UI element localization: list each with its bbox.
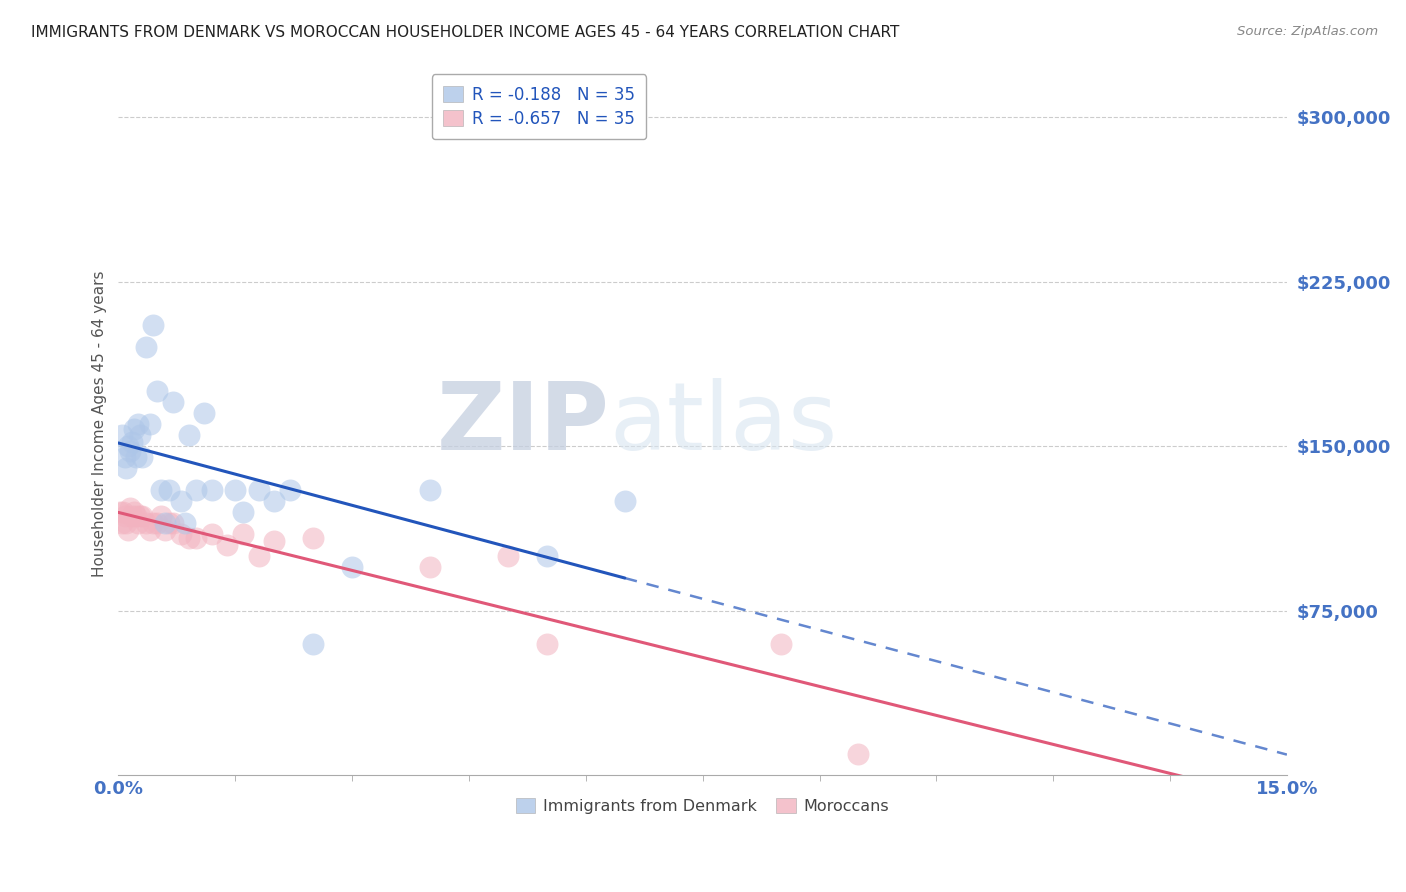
Point (129, 509, 152, 524)
Point (419, 560, 441, 574)
Point (232, 527, 254, 541)
Point (142, 318, 165, 333)
Point (114, 509, 136, 524)
Point (173, 516, 195, 530)
Point (108, 505, 131, 519)
Legend: Immigrants from Denmark, Moroccans: Immigrants from Denmark, Moroccans (510, 791, 896, 821)
Point (110, 516, 132, 530)
Point (848, 747, 870, 761)
Point (170, 527, 193, 541)
Text: ZIP: ZIP (436, 378, 609, 470)
Point (112, 505, 135, 519)
Point (127, 417, 149, 432)
Point (127, 516, 149, 530)
Point (263, 494, 285, 508)
Point (138, 417, 160, 432)
Point (162, 395, 184, 409)
Point (224, 483, 246, 497)
Point (129, 428, 152, 442)
Point (153, 523, 176, 537)
Point (186, 532, 208, 546)
Point (117, 439, 139, 453)
Point (419, 483, 441, 497)
Point (138, 523, 160, 537)
Point (114, 450, 136, 465)
Point (186, 483, 208, 497)
Point (131, 509, 153, 524)
Point (135, 340, 157, 354)
Point (769, 637, 792, 651)
Point (115, 516, 138, 530)
Point (613, 494, 636, 508)
Point (122, 505, 145, 519)
Point (263, 533, 285, 548)
Point (201, 483, 224, 497)
Point (177, 532, 200, 546)
Point (131, 450, 153, 465)
Point (146, 384, 169, 399)
Point (170, 494, 193, 508)
Text: atlas: atlas (609, 378, 838, 470)
Point (302, 532, 325, 546)
Point (247, 483, 270, 497)
Point (111, 428, 134, 442)
Text: IMMIGRANTS FROM DENMARK VS MOROCCAN HOUSEHOLDER INCOME AGES 45 - 64 YEARS CORREL: IMMIGRANTS FROM DENMARK VS MOROCCAN HOUS… (31, 25, 900, 40)
Y-axis label: Householder Income Ages 45 - 64 years: Householder Income Ages 45 - 64 years (93, 271, 107, 577)
Point (122, 422, 145, 436)
Point (135, 516, 157, 530)
Point (120, 443, 142, 458)
Point (177, 428, 200, 442)
Point (157, 516, 180, 530)
Point (150, 509, 173, 524)
Point (121, 509, 143, 524)
Point (120, 500, 142, 515)
Point (150, 483, 173, 497)
Point (157, 483, 180, 497)
Point (496, 549, 519, 563)
Point (124, 450, 146, 465)
Point (278, 483, 301, 497)
Point (162, 516, 184, 530)
Point (121, 434, 143, 449)
Point (153, 516, 176, 530)
Point (536, 549, 558, 563)
Point (117, 523, 139, 537)
Point (247, 549, 270, 563)
Point (193, 406, 215, 420)
Point (340, 560, 363, 574)
Point (232, 505, 254, 519)
Point (124, 509, 146, 524)
Point (201, 527, 224, 541)
Point (142, 516, 165, 530)
Point (217, 538, 239, 552)
Point (115, 461, 138, 475)
Point (536, 637, 558, 651)
Point (146, 516, 169, 530)
Text: Source: ZipAtlas.com: Source: ZipAtlas.com (1237, 25, 1378, 38)
Point (302, 637, 325, 651)
